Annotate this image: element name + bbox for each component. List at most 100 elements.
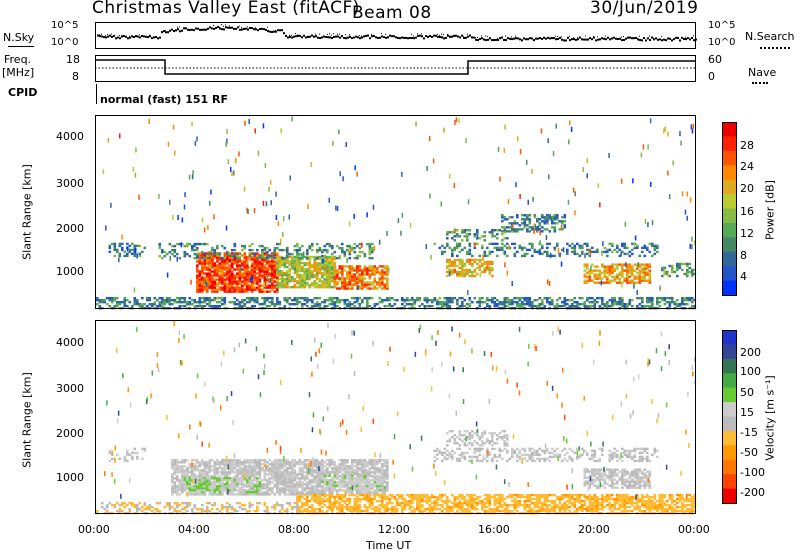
- noise-sample: [609, 38, 611, 41]
- velocity-cell: [273, 471, 277, 474]
- power-cell: [336, 298, 339, 302]
- velocity-cell: [176, 469, 179, 472]
- noise-sample: [595, 39, 597, 42]
- power-cell: [671, 270, 674, 274]
- velocity-cell: [306, 469, 309, 472]
- power-cell: [236, 290, 239, 293]
- power-cell: [363, 281, 367, 284]
- power-cell: [203, 254, 207, 257]
- power-cell: [173, 250, 177, 254]
- power-cell: [251, 264, 254, 267]
- velocity-cell: [198, 477, 202, 480]
- power-cell: [356, 244, 359, 248]
- power-cell: [201, 262, 204, 265]
- power-cell: [515, 182, 517, 188]
- velocity-cell: [291, 459, 294, 462]
- power-cell: [648, 271, 652, 274]
- velocity-cell: [331, 491, 334, 494]
- velocity-cell: [386, 463, 389, 466]
- power-cb-tick-4: 4: [740, 270, 747, 283]
- velocity-cell: [343, 471, 347, 474]
- power-cell: [599, 202, 601, 208]
- power-cell: [289, 175, 292, 181]
- power-cell: [568, 139, 570, 145]
- power-cell: [278, 281, 282, 285]
- power-cell: [356, 277, 359, 280]
- noise-sample: [281, 29, 283, 32]
- velocity-cell: [171, 477, 174, 480]
- power-cell: [213, 250, 217, 254]
- power-cell: [551, 302, 554, 306]
- velocity-cell: [346, 469, 349, 472]
- power-cell: [583, 263, 587, 266]
- power-cell: [491, 296, 494, 300]
- power-cell: [298, 279, 302, 283]
- power-cell: [178, 298, 182, 302]
- velocity-cell: [251, 473, 254, 476]
- noise-sample: [191, 28, 193, 31]
- noise-sample: [607, 36, 609, 39]
- velocity-cell: [368, 467, 372, 470]
- velocity-cell: [346, 471, 349, 474]
- velocity-cell: [248, 490, 252, 494]
- power-cell: [613, 263, 617, 266]
- velocity-cell: [336, 469, 339, 472]
- power-cell: [646, 298, 649, 302]
- power-cell: [293, 298, 297, 302]
- velocity-cell: [288, 463, 292, 466]
- power-cell: [248, 286, 252, 289]
- power-cell: [598, 277, 602, 280]
- power-cell: [636, 277, 639, 280]
- velocity-cell: [328, 491, 332, 494]
- velocity-cell: [208, 463, 212, 466]
- power-cell: [333, 263, 337, 267]
- power-cell: [263, 258, 267, 261]
- power-cell: [256, 272, 259, 275]
- power-cell: [323, 285, 327, 289]
- power-cell: [176, 300, 179, 304]
- noise-sample: [505, 39, 507, 42]
- power-cell: [503, 237, 507, 240]
- velocity-cell: [326, 463, 329, 466]
- power-cell: [281, 263, 284, 267]
- colorbar-swatch: [722, 222, 737, 238]
- power-cell: [463, 298, 467, 302]
- noise-sample: [475, 37, 476, 39]
- power-cell: [298, 300, 302, 304]
- velocity-cell: [301, 463, 304, 466]
- noise-sample: [571, 38, 573, 41]
- velocity-cell: [281, 487, 284, 490]
- power-cell: [513, 254, 517, 258]
- velocity-cell: [213, 488, 217, 492]
- power-cell: [626, 304, 629, 308]
- power-cell: [293, 261, 297, 265]
- noise-sample: [397, 36, 399, 39]
- noise-sample: [513, 37, 515, 40]
- power-cell: [228, 270, 232, 273]
- power-cell: [261, 270, 264, 273]
- power-cell: [601, 265, 604, 268]
- velocity-cell: [198, 491, 202, 494]
- power-cell: [400, 230, 402, 236]
- power-cell: [158, 300, 162, 304]
- velocity-cell: [241, 488, 244, 492]
- velocity-cell: [358, 469, 362, 472]
- power-cell: [321, 250, 324, 254]
- velocity-cell: [326, 488, 329, 492]
- power-cell: [236, 284, 239, 287]
- velocity-cell: [363, 471, 367, 474]
- power-cell: [589, 249, 592, 255]
- power-cell: [253, 274, 257, 277]
- power-cell: [206, 252, 209, 255]
- power-cell: [341, 250, 344, 254]
- velocity-cell: [246, 465, 249, 468]
- power-cell: [468, 233, 472, 236]
- velocity-cell: [348, 491, 352, 494]
- velocity-cell: [353, 461, 357, 464]
- power-cell: [608, 298, 612, 302]
- power-cell: [101, 298, 104, 302]
- power-cell: [646, 246, 649, 250]
- noise-sample: [149, 35, 151, 38]
- power-cell: [451, 296, 454, 300]
- power-cell: [621, 267, 624, 270]
